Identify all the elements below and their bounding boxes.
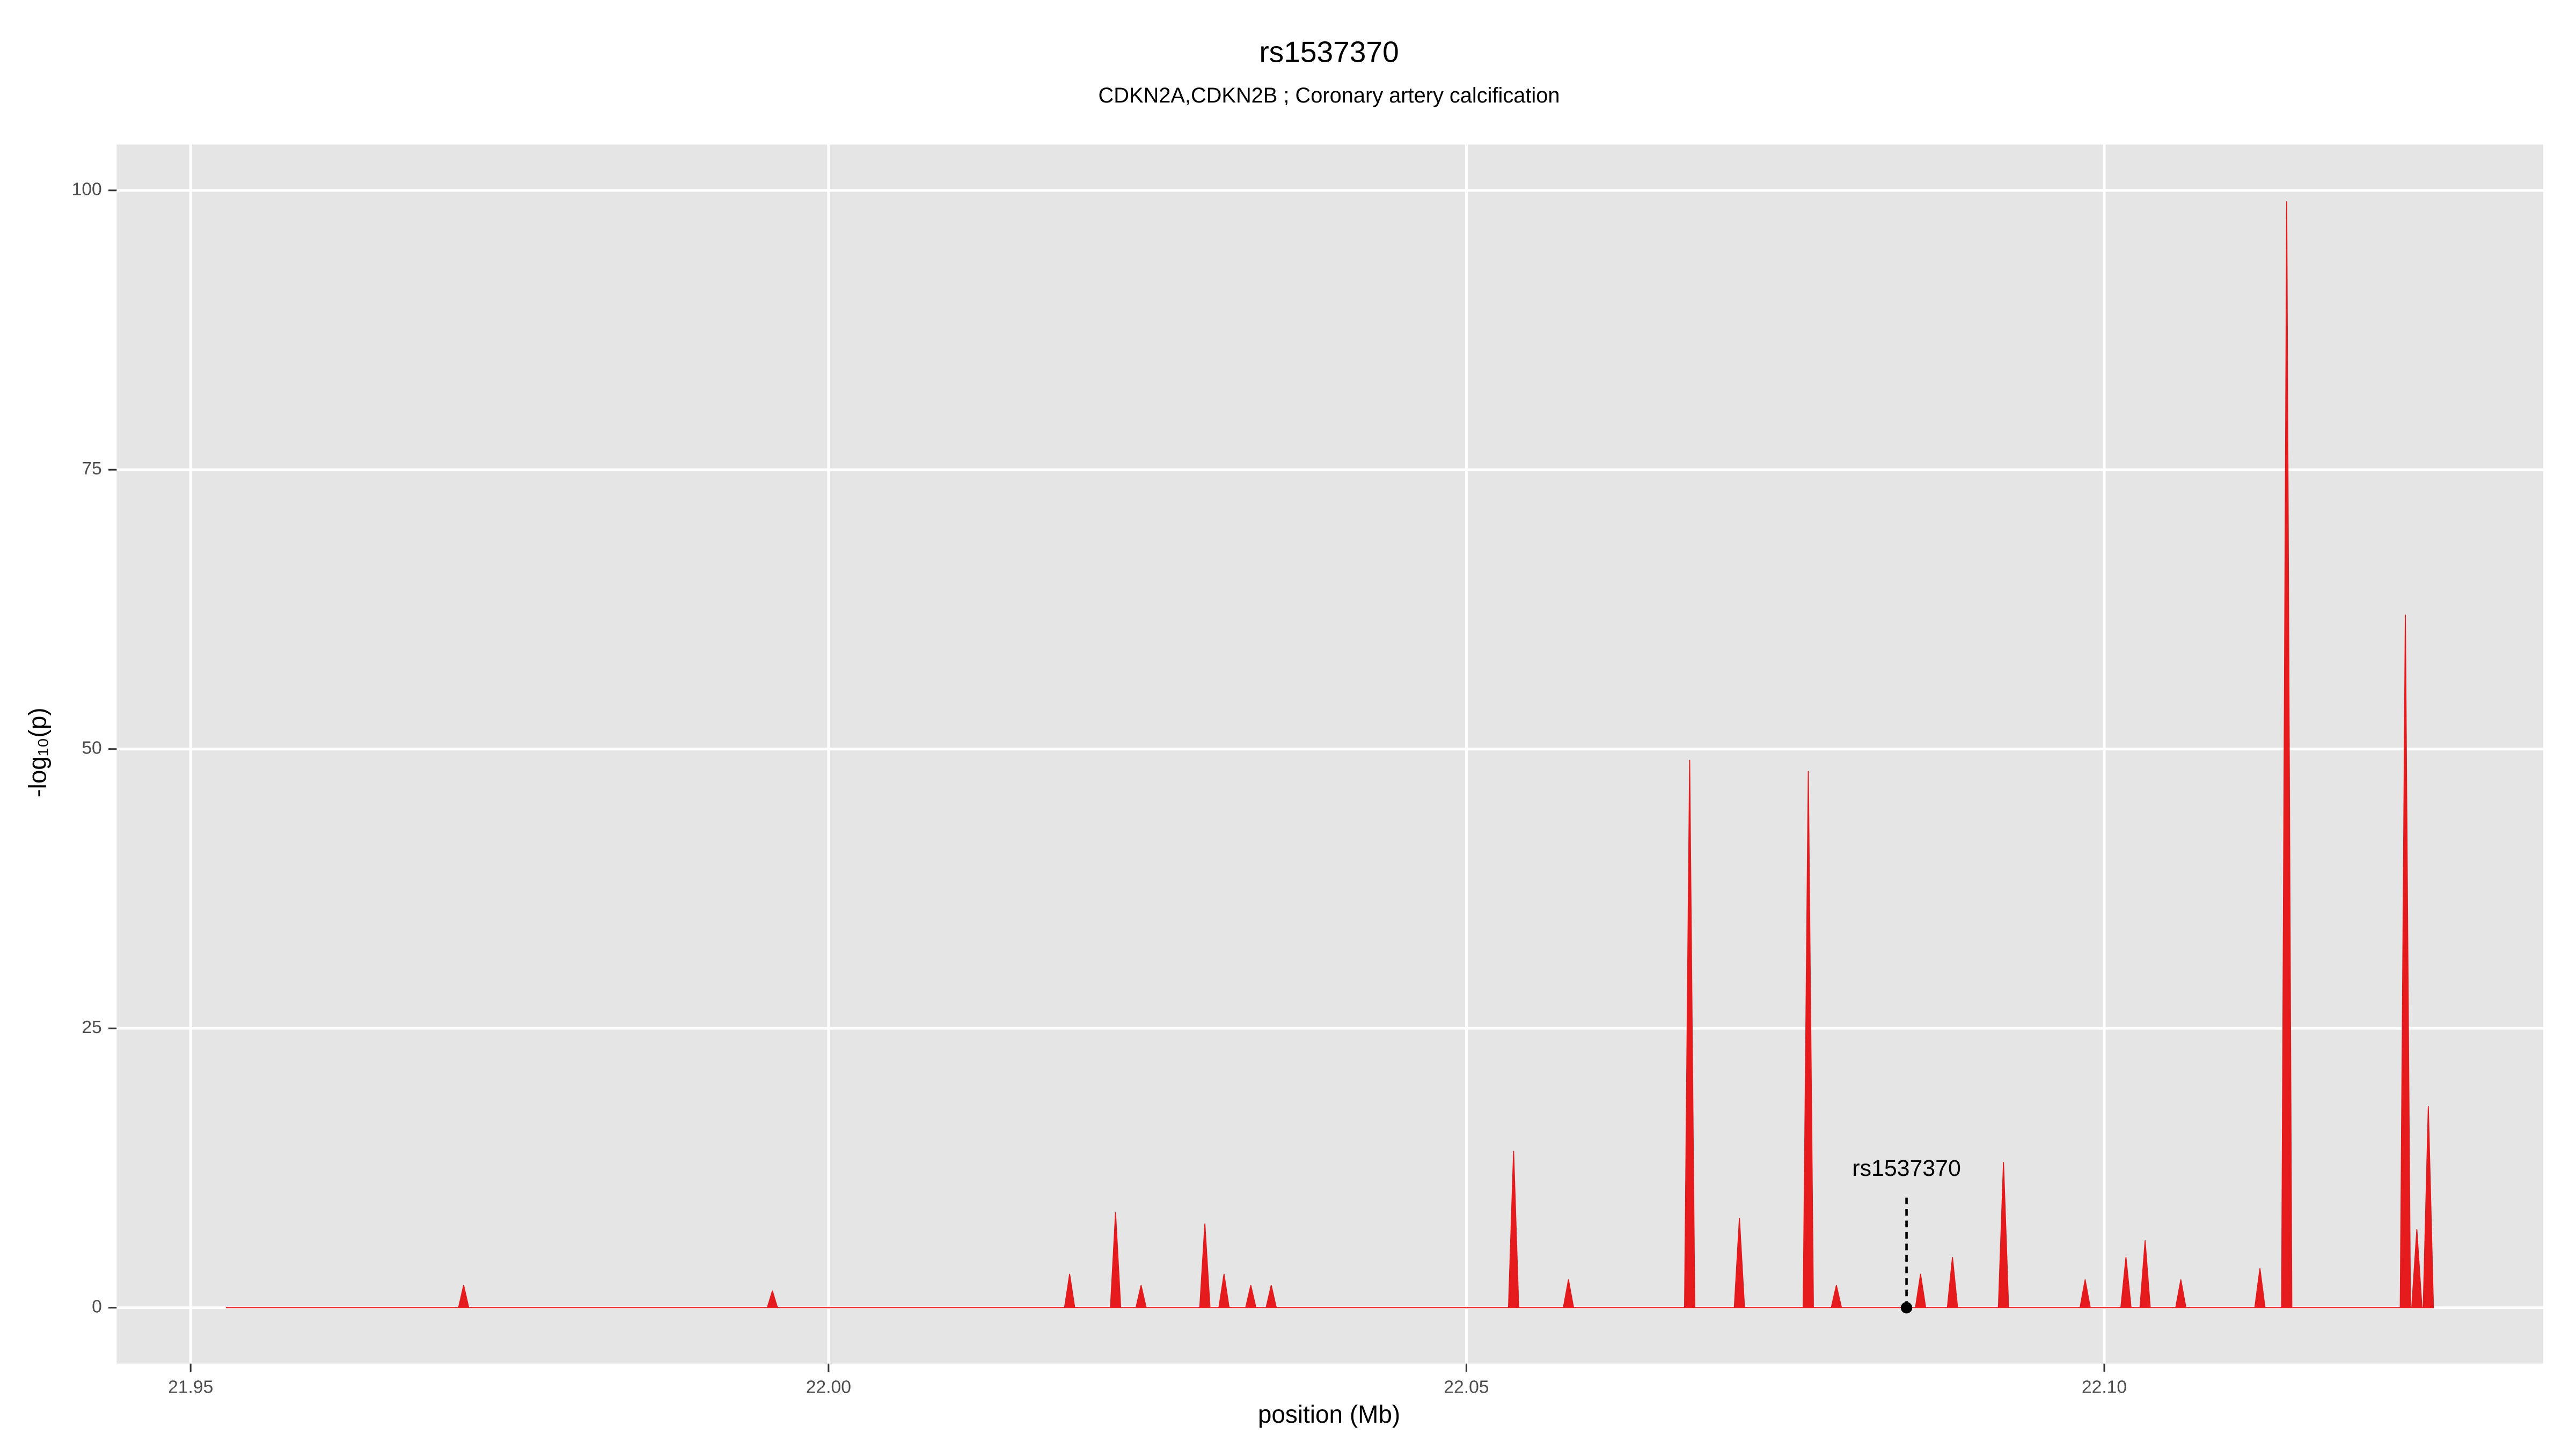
y-axis-title: -log₁₀(p) <box>24 707 52 797</box>
x-axis-title: position (Mb) <box>1258 1400 1400 1428</box>
plot-panel <box>116 144 2543 1364</box>
area <box>225 201 2434 1308</box>
marks: rs1537370 <box>225 201 2434 1314</box>
chart-title: rs1537370 <box>1259 35 1399 69</box>
chart-subtitle: CDKN2A,CDKN2B ; Coronary artery calcific… <box>1099 84 1560 107</box>
y-tick-label: 100 <box>72 180 102 200</box>
y-tick-label: 0 <box>92 1297 102 1317</box>
annotation-label: rs1537370 <box>1852 1155 1960 1181</box>
annotation-point <box>1900 1302 1913 1314</box>
y-tick-label: 50 <box>82 738 101 758</box>
x-tick-label: 22.10 <box>2082 1378 2127 1397</box>
x-tick-label: 21.95 <box>168 1378 213 1397</box>
axes: 0 25 50 75 100 21.95 22.00 22.05 22.10 <box>72 180 2127 1397</box>
y-tick-label: 75 <box>82 459 101 479</box>
y-tick-label: 25 <box>82 1018 101 1037</box>
x-tick-label: 22.05 <box>1444 1378 1489 1397</box>
x-tick-label: 22.00 <box>806 1378 851 1397</box>
